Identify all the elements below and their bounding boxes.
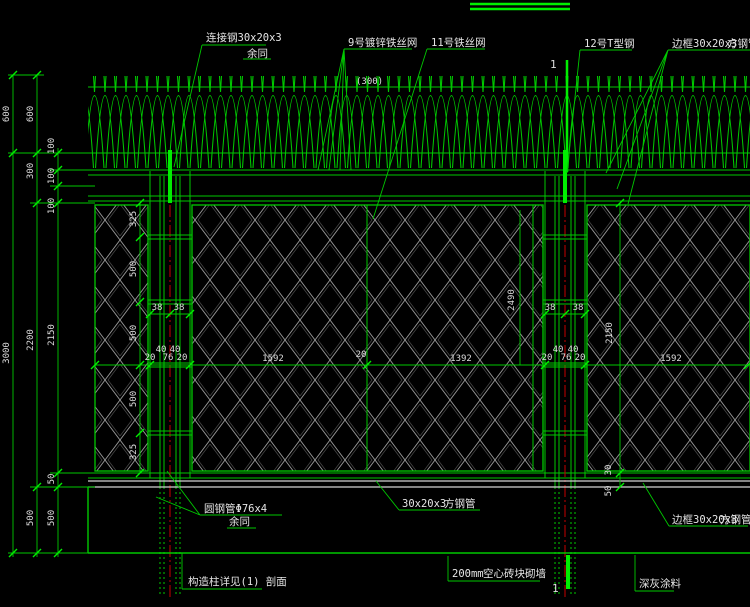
dim-label: 100 [47, 198, 57, 214]
dim-label: 20 [145, 353, 156, 363]
post-edges [149, 171, 586, 487]
dim-label: 40 [553, 345, 564, 355]
mesh-panels [94, 204, 750, 472]
frame-size-label: 边框30x20x3 [672, 513, 737, 526]
dim-label: 500 [47, 510, 57, 526]
section-cut-line-top [470, 2, 570, 172]
dim-label: 20 [575, 353, 586, 363]
dim-label: 500 [26, 510, 36, 526]
annotations-bottom: 圆钢管Φ76x4 余同 30x20x3 方钢管 边框30x20x3 方钢管 构造… [188, 497, 750, 595]
dim-label: 38 [545, 303, 556, 313]
dim-label: 40 [170, 345, 181, 355]
section-number-top: 1 [550, 58, 557, 71]
dim-label: 500 [129, 391, 139, 407]
ground-and-wall [87, 480, 750, 554]
dim-label: 1392 [450, 354, 472, 364]
dim-label: 500 [129, 261, 139, 277]
mid-rail-type-label: 方钢管 [444, 497, 476, 510]
post-hidden-edges [159, 487, 576, 597]
frame-label: 边框30x20x3 [672, 37, 737, 50]
annotations-top: 连接钢30x20x3 余同 9号镀锌铁丝网 11号铁丝网 12号T型钢 边框30… [206, 31, 750, 87]
dimension-ticks [8, 70, 750, 558]
square-tube-label: 方钢管 [727, 37, 750, 50]
panel-width-labels: 1592 20 1392 1592 2490 2150 30 50 [262, 289, 682, 496]
connector-label: 连接钢30x20x3 [206, 31, 282, 44]
dim-label: 600 [26, 106, 36, 122]
dimension-lines [8, 70, 750, 558]
dim-label: 20 [542, 353, 553, 363]
dim-label: 38 [174, 303, 185, 313]
dim-label: 600 [2, 106, 12, 122]
barbed-coil-band [88, 76, 750, 168]
mid-rail-size-label: 30x20x3 [402, 498, 446, 510]
dim-label: 30 [604, 465, 614, 476]
section-number-bottom: 1 [552, 582, 559, 595]
column-note-label: 构造柱详见(1) 剖面 [188, 575, 287, 588]
leader-lines [155, 44, 750, 592]
dim-label: 1592 [660, 354, 682, 364]
dim-label: 325 [129, 211, 139, 227]
dim-label: 38 [573, 303, 584, 313]
dim-label: 50 [604, 486, 614, 497]
dim-label: 76 [163, 353, 174, 363]
frame-type-label: 方钢管 [720, 513, 750, 526]
dim-label: 20 [177, 353, 188, 363]
dim-label: 2200 [26, 329, 36, 351]
post-top-plates [168, 150, 567, 203]
fence-rails [88, 169, 750, 479]
t-steel-label: 12号T型钢 [584, 37, 634, 50]
round-post-label: 圆钢管Φ76x4 [204, 502, 267, 515]
dim-label: 100 [47, 168, 57, 184]
post-chain-labels: 325 500 500 500 325 [129, 211, 139, 460]
section-marks [470, 2, 570, 589]
dim-label: 3000 [2, 342, 12, 364]
dim-label: 20 [356, 350, 367, 360]
wall-size-label: 200mm [452, 568, 484, 580]
dim-label: 40 [568, 345, 579, 355]
dim-label: 50 [47, 474, 57, 485]
dim-label: 2150 [47, 324, 57, 346]
posts [148, 150, 587, 597]
rest-same-note: 余同 [229, 515, 250, 528]
panel-divider-lines [366, 205, 534, 471]
post-centerlines [169, 185, 566, 597]
mesh11-label: 11号铁丝网 [431, 36, 486, 49]
dim-label: 2490 [507, 289, 517, 311]
dim-label: 76 [561, 353, 572, 363]
paint-note-label: 深灰涂料 [639, 577, 681, 590]
dim-label: 38 [152, 303, 163, 313]
dim-label: 1592 [262, 354, 284, 364]
post-section-labels: 38 38 40 40 20 76 20 38 38 40 40 20 76 2… [145, 303, 586, 363]
dim-label: 100 [47, 138, 57, 154]
spike-dim-label: (300) [356, 77, 383, 87]
dim-label: 325 [129, 444, 139, 460]
coil-pattern [88, 76, 750, 168]
rest-same-note: 余同 [247, 47, 268, 60]
mesh9-label: 9号镀锌铁丝网 [348, 36, 417, 49]
mesh-panel-left [94, 204, 149, 472]
left-dimension-labels: 600 3000 600 300 2200 500 100 100 100 21… [2, 106, 57, 526]
wall-note-label: 空心砖块砌墙 [483, 567, 546, 580]
dim-label: 2150 [605, 322, 615, 344]
dim-label: 40 [156, 345, 167, 355]
wall-outline [87, 487, 750, 554]
dim-label: 300 [26, 163, 36, 179]
connector-bars [148, 234, 587, 436]
dim-label: 500 [129, 325, 139, 341]
mesh-panel-right [586, 204, 750, 472]
